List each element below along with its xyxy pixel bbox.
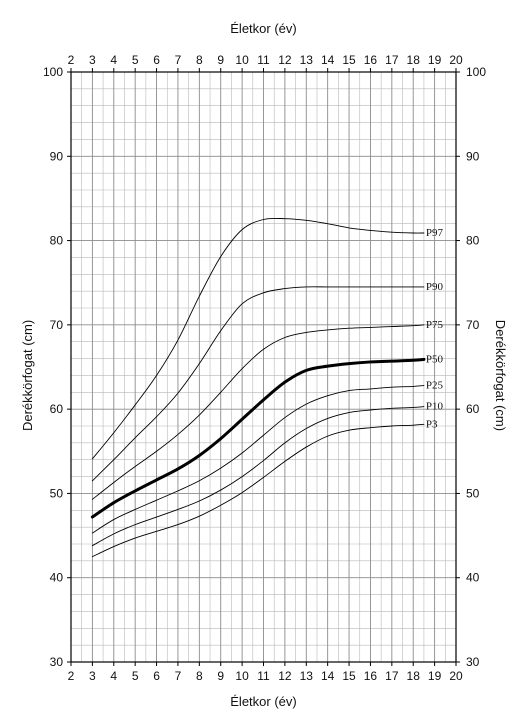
series-label-p90: P90 [426,281,444,293]
x-tick-label-top: 8 [196,53,203,67]
x-tick-label-top: 6 [153,53,160,67]
series-p50-line [90,357,426,519]
x-tick-label-top: 3 [89,53,96,67]
x-tick-label-top: 19 [428,53,442,67]
x-tick-label-top: 20 [449,53,463,67]
x-tick-label-top: 11 [257,53,270,67]
y-tick-label-left: 40 [50,571,64,585]
x-tick-label-top: 10 [235,53,249,67]
axis-ticks: 2233445566778899101011111212131314141515… [43,53,486,683]
x-tick-label-bottom: 20 [449,669,463,683]
y-tick-label-right: 90 [466,149,480,163]
x-tick-label-top: 14 [321,53,335,67]
x-tick-label-top: 5 [132,53,139,67]
x-tick-label-bottom: 5 [132,669,139,683]
y-tick-label-left: 80 [50,234,64,248]
y-tick-label-left: 90 [50,149,64,163]
x-tick-label-bottom: 12 [278,669,292,683]
x-tick-label-bottom: 10 [235,669,249,683]
y-tick-label-left: 100 [43,65,63,79]
percentile-labels: P3 P10 P25 P50 P75 P90 P97 [426,227,444,430]
series-label-p10: P10 [426,401,444,413]
x-tick-label-bottom: 13 [300,669,314,683]
x-tick-label-bottom: 6 [153,669,160,683]
x-tick-label-top: 16 [364,53,378,67]
x-tick-label-top: 12 [278,53,292,67]
x-tick-label-top: 4 [110,53,117,67]
x-axis-title-bottom: Életkor (év) [230,694,296,709]
series-p10-line [91,406,425,547]
series-p90-line [91,286,425,482]
y-tick-label-left: 50 [50,486,64,500]
x-tick-label-top: 18 [407,53,421,67]
x-tick-label-top: 7 [175,53,182,67]
y-tick-label-left: 70 [50,318,64,332]
series-label-p3: P3 [426,418,438,430]
x-tick-label-top: 9 [217,53,224,67]
x-tick-label-bottom: 9 [217,669,224,683]
x-tick-label-bottom: 15 [342,669,356,683]
y-tick-label-right: 70 [466,318,480,332]
x-tick-label-bottom: 8 [196,669,203,683]
x-tick-label-top: 17 [385,53,399,67]
x-tick-label-bottom: 3 [89,669,96,683]
y-tick-label-right: 50 [466,486,480,500]
y-tick-label-right: 30 [466,655,480,669]
percentile-curves [90,217,426,558]
series-p97-line [91,217,425,460]
x-tick-label-bottom: 19 [428,669,442,683]
y-tick-label-left: 60 [50,402,64,416]
series-p75-line [91,324,425,500]
y-axis-title-right: Derékkörfogat (cm) [493,320,508,431]
y-tick-label-right: 60 [466,402,480,416]
x-axis-title-top: Életkor (év) [230,21,296,36]
y-axis-title-left: Derékkörfogat (cm) [20,320,35,431]
series-label-p50: P50 [426,353,444,365]
x-tick-label-bottom: 17 [385,669,399,683]
y-tick-label-right: 80 [466,234,480,248]
series-label-p25: P25 [426,380,444,392]
x-tick-label-bottom: 18 [407,669,421,683]
x-tick-label-bottom: 11 [257,669,270,683]
y-tick-label-right: 100 [466,65,486,79]
series-p3-line [91,423,425,558]
x-tick-label-bottom: 16 [364,669,378,683]
y-tick-label-right: 40 [466,571,480,585]
x-tick-label-bottom: 2 [68,669,75,683]
major-grid [71,72,456,662]
series-p25-line [91,385,425,534]
x-tick-label-bottom: 4 [110,669,117,683]
series-label-p75: P75 [426,319,444,331]
y-tick-label-left: 30 [50,655,64,669]
x-tick-label-top: 2 [68,53,75,67]
series-label-p97: P97 [426,227,444,239]
x-tick-label-bottom: 14 [321,669,335,683]
x-tick-label-bottom: 7 [175,669,182,683]
x-tick-label-top: 15 [342,53,356,67]
x-tick-label-top: 13 [300,53,314,67]
